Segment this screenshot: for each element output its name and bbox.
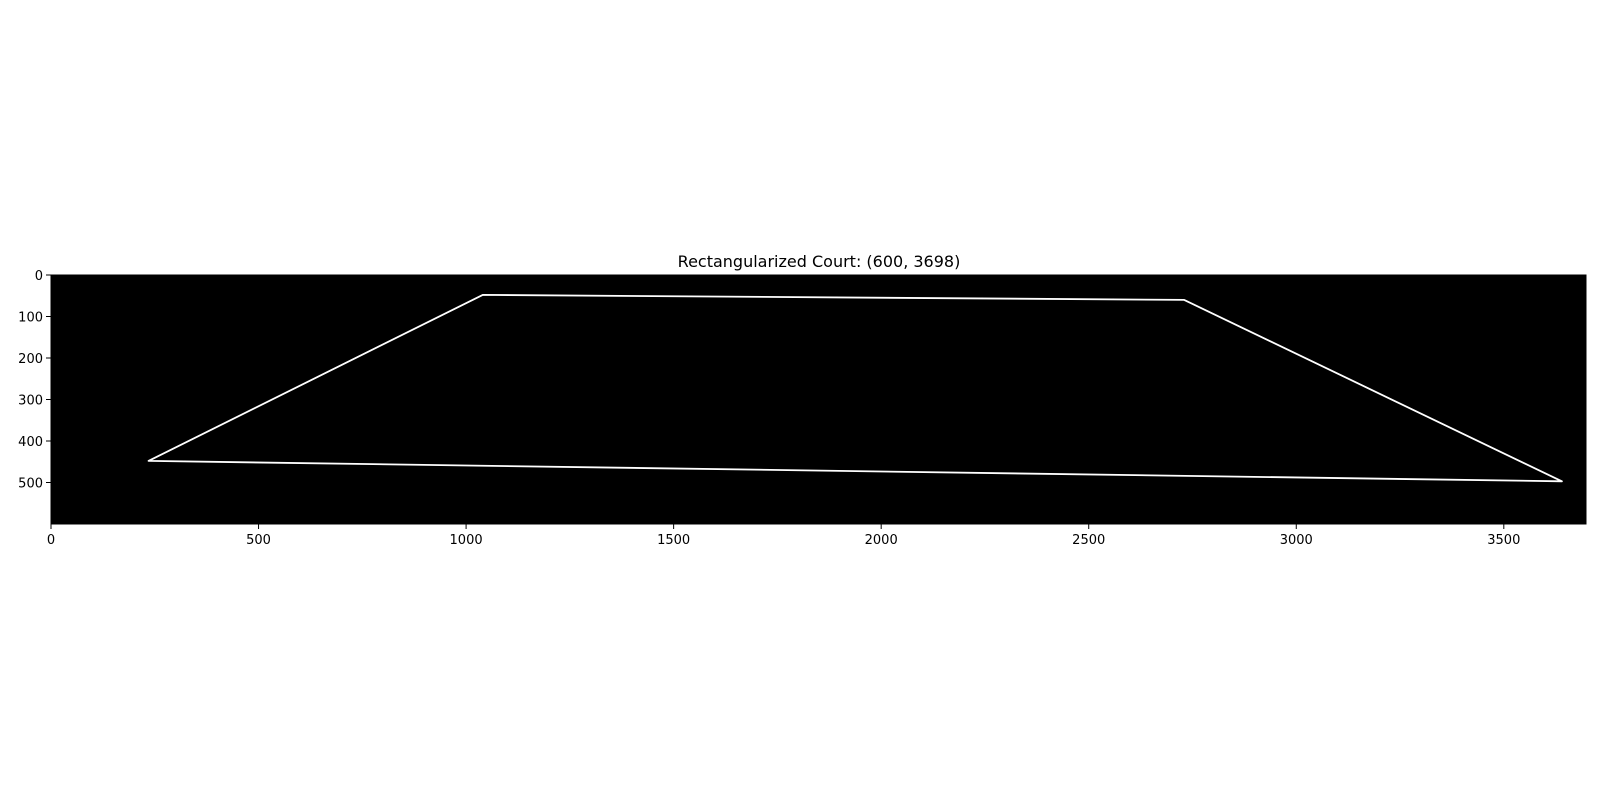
x-tick-label: 500 [246, 533, 271, 548]
y-tick-label: 100 [18, 311, 43, 326]
x-axis: 0 500 1000 1500 2000 2500 3000 3500 [47, 524, 1520, 548]
chart-title: Rectangularized Court: (600, 3698) [678, 252, 961, 271]
y-tick-label: 200 [18, 352, 43, 367]
x-tick-label: 2500 [1072, 533, 1105, 548]
y-tick-label: 500 [18, 477, 43, 492]
y-tick-label: 0 [35, 269, 43, 284]
x-tick-label: 1000 [450, 533, 483, 548]
image-area [51, 275, 1586, 524]
x-tick-label: 0 [47, 533, 55, 548]
y-tick-label: 300 [18, 394, 43, 409]
y-axis: 0 100 200 300 400 500 [18, 269, 51, 492]
x-tick-label: 3500 [1487, 533, 1520, 548]
x-tick-label: 2000 [865, 533, 898, 548]
court-outline [147, 293, 1563, 483]
x-tick-label: 3000 [1280, 533, 1313, 548]
y-tick-label: 400 [18, 435, 43, 450]
x-tick-label: 1500 [657, 533, 690, 548]
